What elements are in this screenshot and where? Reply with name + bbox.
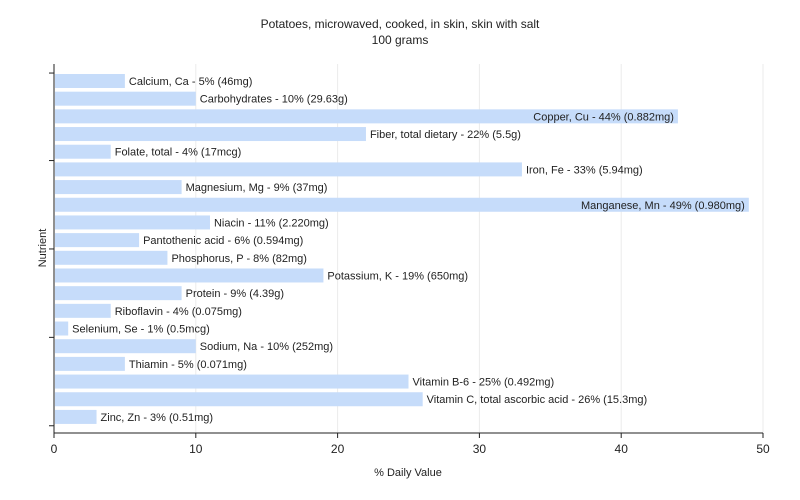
bar (55, 268, 324, 283)
bar (55, 339, 196, 354)
bar-label: Selenium, Se - 1% (0.5mcg) (72, 324, 210, 336)
bar-label: Fiber, total dietary - 22% (5.5g) (370, 129, 521, 141)
bar-label: Carbohydrates - 10% (29.63g) (200, 94, 348, 106)
bar (55, 144, 111, 159)
x-tick-label: 0 (51, 442, 58, 456)
y-axis-label: Nutrient (37, 229, 49, 268)
bar-label: Copper, Cu - 44% (0.882mg) (533, 111, 674, 123)
bar (55, 197, 749, 212)
bar-label: Protein - 9% (4.39g) (186, 288, 284, 300)
bar-label: Folate, total - 4% (17mcg) (115, 147, 242, 159)
bar-label: Thiamin - 5% (0.071mg) (129, 359, 247, 371)
bar (55, 215, 210, 230)
x-tick-label: 50 (756, 442, 770, 456)
bar (55, 409, 97, 424)
bar (55, 233, 140, 248)
bar (55, 286, 182, 301)
bar (55, 127, 366, 142)
x-tick-label: 20 (331, 442, 345, 456)
bar-label: Pantothenic acid - 6% (0.594mg) (143, 235, 303, 247)
bar-layer: Calcium, Ca - 5% (46mg) Carbohydrates - 1… (55, 74, 749, 424)
bar-label: Manganese, Mn - 49% (0.980mg) (581, 200, 745, 212)
chart-subtitle: 100 grams (372, 33, 429, 47)
grid-layer (195, 64, 764, 433)
bar-label: Iron, Fe - 33% (5.94mg) (526, 164, 643, 176)
bar (55, 303, 111, 318)
bar (55, 74, 125, 88)
bar-label: Zinc, Zn - 3% (0.51mg) (101, 412, 213, 424)
y-tick-layer (49, 72, 54, 427)
bar-label: Phosphorus, P - 8% (82mg) (171, 253, 307, 265)
bar-label: Sodium, Na - 10% (252mg) (200, 341, 333, 353)
bar-label: Riboflavin - 4% (0.075mg) (115, 306, 242, 318)
bar-label: Potassium, K - 19% (650mg) (327, 270, 468, 282)
bar (55, 392, 423, 407)
x-tick-layer: 0 10 20 30 40 50 (51, 433, 770, 456)
bar (55, 250, 168, 265)
x-axis-label: % Daily Value (374, 467, 442, 479)
bar (55, 109, 678, 124)
bar (55, 321, 69, 336)
x-tick-label: 30 (473, 442, 487, 456)
bar (55, 162, 522, 177)
bar-label: Calcium, Ca - 5% (46mg) (129, 76, 252, 88)
bar (55, 356, 125, 371)
bar-label: Niacin - 11% (2.220mg) (214, 217, 329, 229)
bar (55, 91, 196, 106)
bar (55, 374, 409, 389)
bar-label: Vitamin C, total ascorbic acid - 26% (15… (427, 394, 648, 406)
bar-label: Magnesium, Mg - 9% (37mg) (186, 182, 328, 194)
bar (55, 180, 182, 195)
x-tick-label: 10 (189, 442, 203, 456)
x-tick-label: 40 (615, 442, 629, 456)
bar-label: Vitamin B-6 - 25% (0.492mg) (413, 377, 555, 389)
chart-title: Potatoes, microwaved, cooked, in skin, s… (261, 17, 540, 31)
